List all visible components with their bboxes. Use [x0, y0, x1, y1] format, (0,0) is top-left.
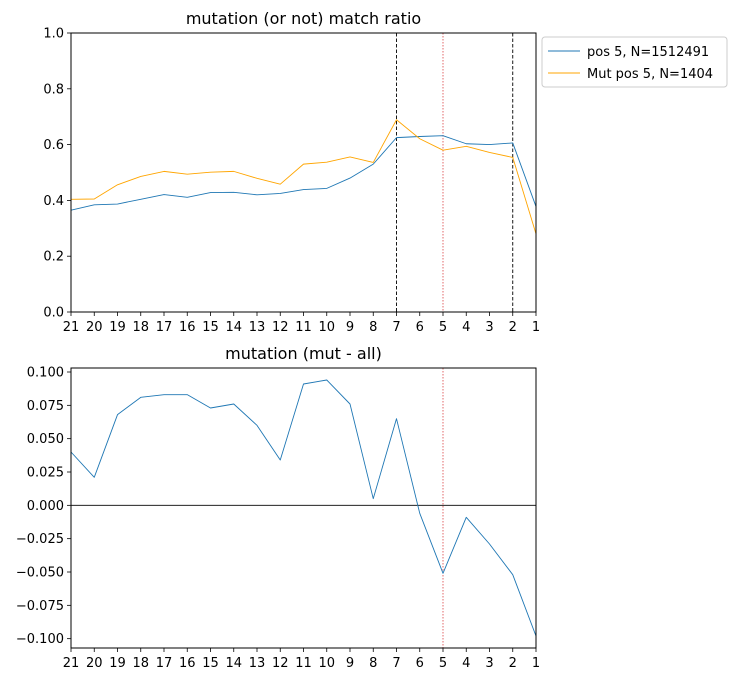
y-tick-label: −0.100 [16, 632, 64, 647]
y-tick-label: −0.050 [16, 566, 64, 581]
match-ratio-vlines [396, 33, 514, 312]
x-tick-label: 4 [462, 656, 470, 671]
x-tick-label: 11 [295, 320, 312, 335]
y-tick-label: 0.2 [43, 250, 64, 265]
x-tick-label: 8 [369, 320, 377, 335]
x-tick-label: 8 [369, 656, 377, 671]
mutation-diff-y-ticks: 0.100 0.075 0.050 0.025 0.000 −0.025 −0.050 −0.… [16, 366, 71, 647]
y-tick-label: 0.000 [27, 499, 64, 514]
x-tick-label: 18 [132, 656, 149, 671]
y-tick-label: 0.075 [27, 399, 64, 414]
legend-label-mut-pos5: Mut pos 5, N=1404 [587, 67, 713, 82]
y-tick-label: 0.100 [27, 366, 64, 381]
x-tick-label: 9 [346, 656, 354, 671]
x-tick-label: 15 [202, 656, 219, 671]
x-tick-label: 3 [485, 656, 493, 671]
x-tick-label: 7 [392, 320, 400, 335]
x-tick-label: 1 [532, 656, 540, 671]
legend-box [541, 36, 728, 88]
legend-label-pos5: pos 5, N=1512491 [587, 45, 709, 60]
x-tick-label: 21 [63, 320, 80, 335]
x-tick-label: 18 [132, 320, 149, 335]
x-tick-label: 16 [179, 320, 196, 335]
mutation-diff-plot-frame [70, 367, 537, 649]
x-tick-label: 14 [225, 656, 242, 671]
x-tick-label: 4 [462, 320, 470, 335]
mutation-diff-x-ticks: 21 20 19 18 17 16 15 14 13 12 11 10 9 8 7 6 5 4 3 2 1 [63, 648, 540, 671]
x-tick-label: 11 [295, 656, 312, 671]
x-tick-label: 6 [416, 320, 424, 335]
x-tick-label: 10 [318, 320, 335, 335]
mutation-diff-chart: mutation (mut - all) 0.100 0.075 0.050 0.02… [16, 344, 540, 671]
match-ratio-plot-frame [70, 32, 537, 313]
y-tick-label: 1.0 [43, 27, 64, 42]
x-tick-label: 12 [272, 320, 289, 335]
match-ratio-chart: mutation (or not) match ratio 0.00.20.40… [43, 9, 728, 335]
x-tick-label: 1 [532, 320, 540, 335]
y-tick-label: −0.075 [16, 599, 64, 614]
x-tick-label: 20 [86, 656, 103, 671]
match-ratio-series [70, 119, 537, 235]
series-line-0 [70, 135, 537, 211]
x-tick-label: 13 [249, 656, 266, 671]
x-tick-label: 5 [439, 320, 447, 335]
y-tick-label: −0.025 [16, 532, 64, 547]
y-tick-label: 0.025 [27, 466, 64, 481]
series-line-0 [70, 379, 537, 637]
x-tick-label: 14 [225, 320, 242, 335]
x-tick-label: 15 [202, 320, 219, 335]
x-tick-label: 17 [156, 656, 173, 671]
x-tick-label: 3 [485, 320, 493, 335]
x-tick-label: 2 [509, 656, 517, 671]
mutation-diff-series [70, 379, 537, 637]
y-tick-label: 0.4 [43, 194, 64, 209]
x-tick-label: 12 [272, 656, 289, 671]
series-line-1 [70, 119, 537, 235]
y-tick-label: 0.050 [27, 432, 64, 447]
x-tick-label: 20 [86, 320, 103, 335]
match-ratio-y-ticks: 0.0 0.2 0.4 0.6 0.8 1.0 [43, 27, 71, 321]
x-tick-label: 10 [318, 656, 335, 671]
x-tick-label: 5 [439, 656, 447, 671]
x-tick-label: 9 [346, 320, 354, 335]
legend: pos 5, N=1512491 Mut pos 5, N=1404 [541, 36, 728, 88]
x-tick-label: 16 [179, 656, 196, 671]
x-tick-label: 17 [156, 320, 173, 335]
x-tick-label: 7 [392, 656, 400, 671]
match-ratio-x-ticks: 21 20 19 18 17 16 15 14 13 12 11 10 9 8 7 6 5 4 3 2 1 [63, 312, 540, 335]
x-tick-label: 2 [509, 320, 517, 335]
x-tick-label: 6 [416, 656, 424, 671]
x-tick-label: 21 [63, 656, 80, 671]
mutation-diff-title: mutation (mut - all) [225, 344, 382, 363]
x-tick-label: 19 [109, 320, 126, 335]
x-tick-label: 19 [109, 656, 126, 671]
x-tick-label: 13 [249, 320, 266, 335]
y-tick-label: 0.8 [43, 82, 64, 97]
y-tick-label: 0.6 [43, 138, 64, 153]
y-tick-label: 0.0 [43, 306, 64, 321]
match-ratio-title: mutation (or not) match ratio [186, 9, 421, 28]
